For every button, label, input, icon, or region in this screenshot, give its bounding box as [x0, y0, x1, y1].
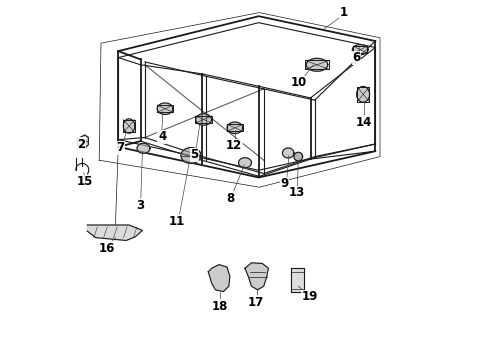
- Polygon shape: [294, 152, 303, 161]
- Text: 12: 12: [226, 139, 243, 152]
- Polygon shape: [87, 225, 143, 240]
- Text: 18: 18: [212, 300, 228, 312]
- Text: 11: 11: [169, 215, 185, 228]
- Text: 4: 4: [158, 130, 166, 143]
- Text: 9: 9: [280, 177, 289, 190]
- Text: 14: 14: [356, 116, 372, 129]
- Polygon shape: [157, 103, 173, 114]
- Text: 2: 2: [77, 138, 85, 150]
- Text: 3: 3: [137, 199, 145, 212]
- Polygon shape: [352, 45, 368, 55]
- Text: 5: 5: [191, 148, 199, 161]
- Polygon shape: [245, 263, 269, 290]
- Text: 13: 13: [289, 186, 305, 199]
- Polygon shape: [123, 119, 135, 133]
- Text: 6: 6: [352, 51, 361, 64]
- Text: 16: 16: [98, 242, 115, 255]
- Text: 8: 8: [226, 192, 235, 204]
- Text: 7: 7: [117, 141, 125, 154]
- Text: 15: 15: [76, 175, 93, 188]
- Text: 19: 19: [302, 291, 318, 303]
- Polygon shape: [196, 114, 212, 125]
- Polygon shape: [77, 135, 88, 148]
- Text: 10: 10: [291, 76, 307, 89]
- Text: 17: 17: [247, 296, 264, 309]
- Polygon shape: [282, 148, 294, 158]
- Polygon shape: [181, 148, 201, 163]
- Polygon shape: [291, 268, 304, 292]
- Polygon shape: [137, 143, 150, 153]
- Text: 1: 1: [340, 6, 348, 19]
- Polygon shape: [208, 265, 230, 292]
- Polygon shape: [357, 86, 369, 102]
- Polygon shape: [227, 122, 243, 134]
- Polygon shape: [306, 58, 328, 71]
- Polygon shape: [239, 158, 251, 168]
